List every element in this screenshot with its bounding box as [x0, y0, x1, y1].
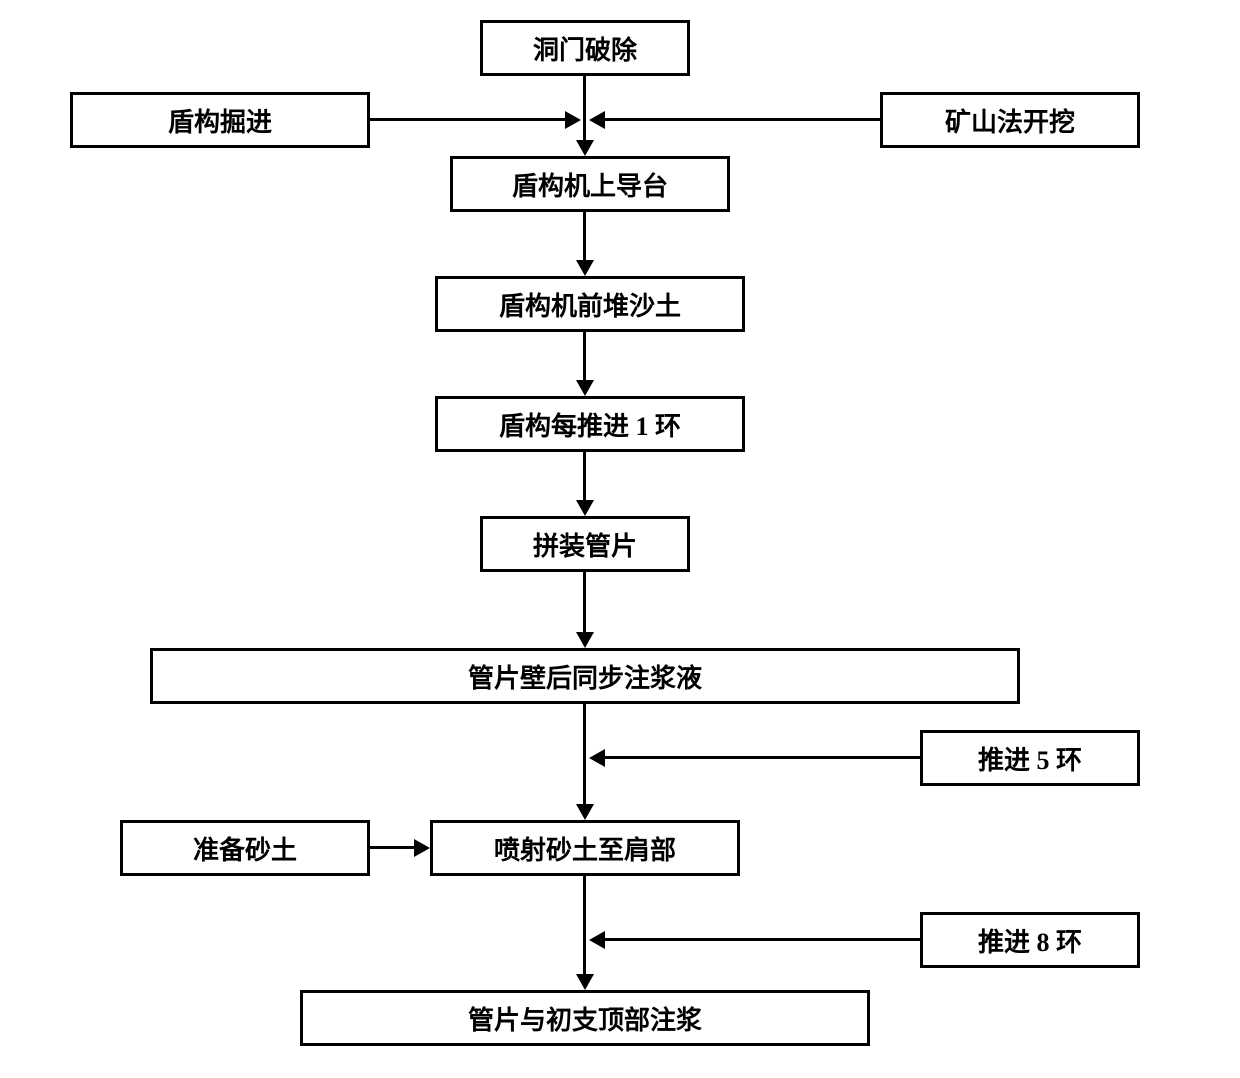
edge-arrow — [576, 632, 594, 648]
node-assemble-segment: 拼装管片 — [480, 516, 690, 572]
node-spray-sand: 喷射砂土至肩部 — [430, 820, 740, 876]
node-pile-sand: 盾构机前堆沙土 — [435, 276, 745, 332]
node-label: 盾构机上导台 — [512, 166, 668, 203]
edge-line — [583, 76, 586, 142]
edge-arrow — [589, 931, 605, 949]
edge-line — [583, 452, 586, 502]
edge-arrow — [576, 804, 594, 820]
edge-line — [583, 332, 586, 382]
node-label: 盾构每推进 1 环 — [499, 406, 681, 443]
node-advance-1-ring: 盾构每推进 1 环 — [435, 396, 745, 452]
edge-arrow — [576, 260, 594, 276]
edge-arrow — [414, 839, 430, 857]
node-label: 矿山法开挖 — [945, 102, 1075, 139]
node-shield-tunneling: 盾构掘进 — [70, 92, 370, 148]
edge-line — [370, 118, 570, 121]
node-portal-break: 洞门破除 — [480, 20, 690, 76]
node-prepare-sand: 准备砂土 — [120, 820, 370, 876]
node-label: 拼装管片 — [533, 526, 637, 563]
node-label: 洞门破除 — [533, 30, 637, 67]
node-label: 盾构掘进 — [168, 102, 272, 139]
edge-arrow — [576, 140, 594, 156]
edge-line — [370, 846, 416, 849]
edge-line — [583, 572, 586, 634]
edge-line — [583, 704, 586, 806]
node-label: 喷射砂土至肩部 — [494, 830, 676, 867]
node-label: 准备砂土 — [193, 830, 297, 867]
edge-line — [603, 118, 880, 121]
node-label: 推进 8 环 — [978, 922, 1082, 959]
edge-line — [583, 212, 586, 262]
edge-arrow — [589, 749, 605, 767]
edge-arrow — [565, 111, 581, 129]
node-mining-excavation: 矿山法开挖 — [880, 92, 1140, 148]
edge-line — [603, 756, 920, 759]
edge-arrow — [576, 500, 594, 516]
node-advance-8-ring: 推进 8 环 — [920, 912, 1140, 968]
node-label: 管片壁后同步注浆液 — [468, 658, 702, 695]
edge-line — [603, 938, 920, 941]
edge-arrow — [576, 974, 594, 990]
node-top-grouting: 管片与初支顶部注浆 — [300, 990, 870, 1046]
node-label: 管片与初支顶部注浆 — [468, 1000, 702, 1037]
edge-arrow — [589, 111, 605, 129]
node-advance-5-ring: 推进 5 环 — [920, 730, 1140, 786]
node-label: 盾构机前堆沙土 — [499, 286, 681, 323]
node-sync-grouting: 管片壁后同步注浆液 — [150, 648, 1020, 704]
edge-line — [583, 876, 586, 976]
node-shield-guide: 盾构机上导台 — [450, 156, 730, 212]
edge-arrow — [576, 380, 594, 396]
node-label: 推进 5 环 — [978, 740, 1082, 777]
